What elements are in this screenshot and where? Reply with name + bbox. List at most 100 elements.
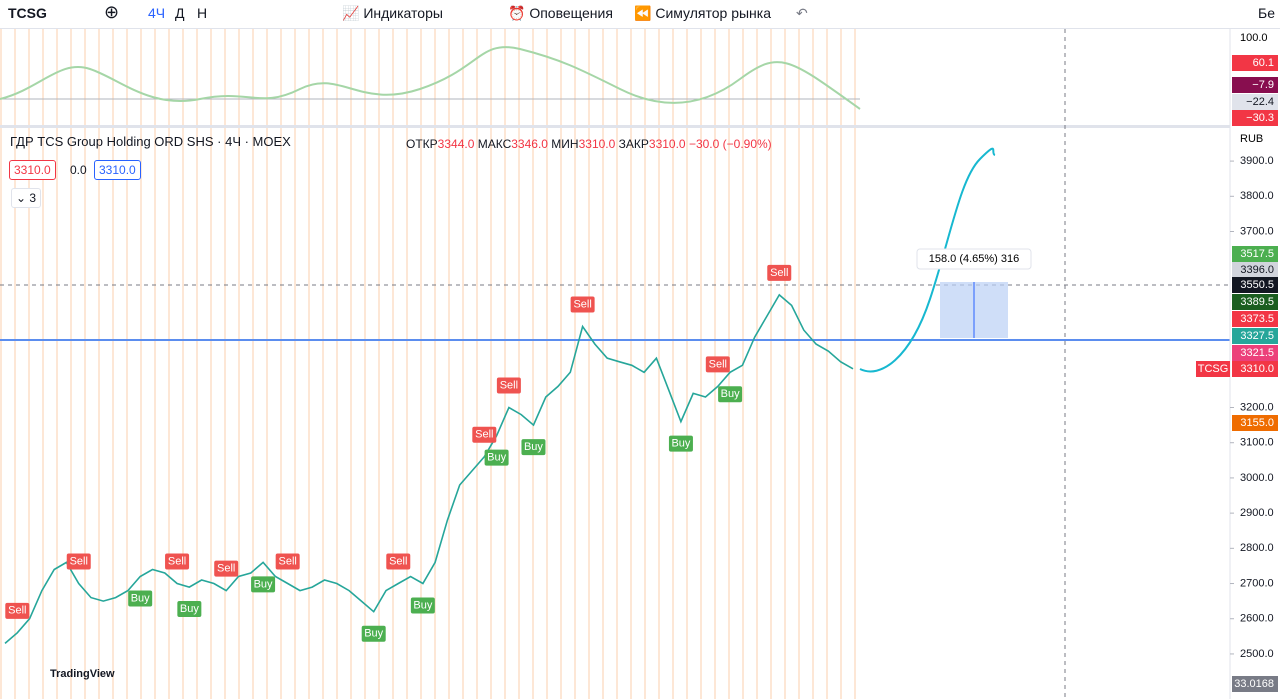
y-tick-label: 3700.0: [1240, 225, 1274, 237]
signal-label: Buy: [487, 452, 506, 464]
osc-badge-label: −22.4: [1246, 96, 1274, 108]
buy-signal: [128, 590, 153, 607]
sell-signal: [165, 553, 190, 570]
price-badge: [1232, 345, 1278, 361]
osc-badge: [1232, 94, 1278, 110]
y-tick-label: 3000.0: [1240, 472, 1274, 484]
signal-label: Sell: [475, 429, 493, 441]
toolbar: TCSG ⊕ 4Ч Д Н 📈 Индикаторы ⏰ Оповещения …: [0, 0, 1280, 29]
price-badge: [1232, 277, 1278, 293]
osc-tick: 100.0: [1240, 32, 1268, 44]
indicators[interactable]: 📈 Индикаторы: [342, 5, 443, 21]
interval[interactable]: Д: [175, 5, 185, 21]
indicators-label: Индикаторы: [363, 5, 443, 21]
y-tick-label: 2500.0: [1240, 648, 1274, 660]
sell-signal: [5, 602, 30, 619]
logo: TradingView: [50, 668, 115, 680]
osc-badge: [1232, 110, 1278, 126]
signal-label: Sell: [573, 298, 591, 310]
price-badge: [1232, 328, 1278, 344]
price-badge-label: 3517.5: [1240, 248, 1274, 260]
osc-badge: [1232, 55, 1278, 71]
interval[interactable]: Н: [197, 5, 208, 21]
l-val: 3310.0: [578, 137, 616, 151]
sell-signal: [386, 553, 411, 570]
projection: [859, 147, 996, 373]
chart-area: 158.0 (4.65%) 316 100.0 RUB TCSG Trading…: [0, 29, 1280, 699]
add[interactable]: ⊕: [104, 2, 120, 22]
o-val: 3344.0: [437, 137, 475, 151]
y-tick-label: 3200.0: [1240, 401, 1274, 413]
buy-signal: [718, 386, 743, 403]
o-label: ОТКР: [406, 137, 438, 151]
signal-label: Buy: [180, 603, 199, 615]
y-tick-label: 2700.0: [1240, 577, 1274, 589]
buy-signal: [251, 576, 276, 593]
sell-signal: [214, 560, 239, 577]
price-badge-label: 3373.5: [1240, 313, 1274, 325]
symbol-tag-bg: [1196, 361, 1230, 377]
price-badge-label: 3155.0: [1240, 417, 1274, 429]
signal-label: Sell: [389, 555, 407, 567]
signal-label: Sell: [70, 555, 88, 567]
sell-signal: [705, 356, 730, 373]
y-tick-label: 2900.0: [1240, 507, 1274, 519]
sell-signal: [496, 377, 521, 394]
buy-signal: [668, 435, 693, 452]
indicator-count[interactable]: ⌄ 3: [11, 188, 42, 208]
alerts-label: Оповещения: [529, 5, 613, 21]
signal-label: Sell: [500, 379, 518, 391]
buy-signal: [410, 597, 435, 614]
ask[interactable]: 3310.0: [94, 160, 141, 180]
price-badge-label: 3396.0: [1240, 264, 1274, 276]
c-label: ЗАКР: [618, 137, 649, 151]
symbol[interactable]: TCSG: [8, 5, 47, 21]
osc-badge-label: −30.3: [1246, 112, 1274, 124]
sell-signal: [66, 553, 91, 570]
signal-label: Sell: [8, 605, 26, 617]
ohlc: ОТКР3344.0 МАКС3346.0 МИН3310.0 ЗАКР3310…: [406, 137, 772, 151]
price-badge-label: 3321.5: [1240, 347, 1274, 359]
undo[interactable]: ↶: [796, 5, 808, 21]
account[interactable]: Бе: [1258, 5, 1275, 21]
change: −30.0 (−0.90%): [688, 137, 772, 151]
replay[interactable]: ⏪ Симулятор рынка: [634, 5, 771, 21]
sell-signal: [472, 426, 497, 443]
buy-signal: [361, 625, 386, 642]
price-badge-label: 3327.5: [1240, 330, 1274, 342]
h-label: МАКС: [477, 137, 512, 151]
signal-label: Sell: [168, 555, 186, 567]
l-label: МИН: [551, 137, 579, 151]
price-badge-label: 33.0168: [1234, 678, 1274, 690]
price-badge-label: 3310.0: [1240, 363, 1274, 375]
alerts[interactable]: ⏰ Оповещения: [508, 5, 613, 21]
signal-label: Buy: [721, 388, 740, 400]
interval[interactable]: 4Ч: [148, 5, 166, 21]
legend-title: ГДР TCS Group Holding ORD SHS · 4Ч · MOE…: [10, 134, 291, 149]
signal-label: Buy: [364, 628, 383, 640]
sell-signal: [275, 553, 300, 570]
buy-signal: [177, 601, 202, 618]
signal-label: Buy: [131, 592, 150, 604]
measure-label-bg: [916, 248, 1032, 270]
price-badge: [1232, 415, 1278, 431]
signal-label: Buy: [254, 578, 273, 590]
signal-label: Buy: [671, 438, 690, 450]
count: 3: [29, 191, 37, 205]
price-badge: [1232, 262, 1278, 278]
y-tick-label: 3900.0: [1240, 155, 1274, 167]
osc-badge-label: −7.9: [1252, 79, 1274, 91]
osc-badge-label: 60.1: [1253, 57, 1274, 69]
signal-label: Sell: [217, 562, 235, 574]
bid[interactable]: 3310.0: [9, 160, 56, 180]
symbol-tag: TCSG: [1198, 363, 1229, 375]
pane-divider: [0, 125, 1230, 128]
price-badge: [1232, 311, 1278, 327]
price-badge: [1232, 246, 1278, 262]
y-tick-label: 2600.0: [1240, 613, 1274, 625]
signal-label: Sell: [709, 358, 727, 370]
sell-signal: [570, 296, 595, 313]
y-tick-label: 2800.0: [1240, 542, 1274, 554]
signal-label: Sell: [278, 555, 296, 567]
